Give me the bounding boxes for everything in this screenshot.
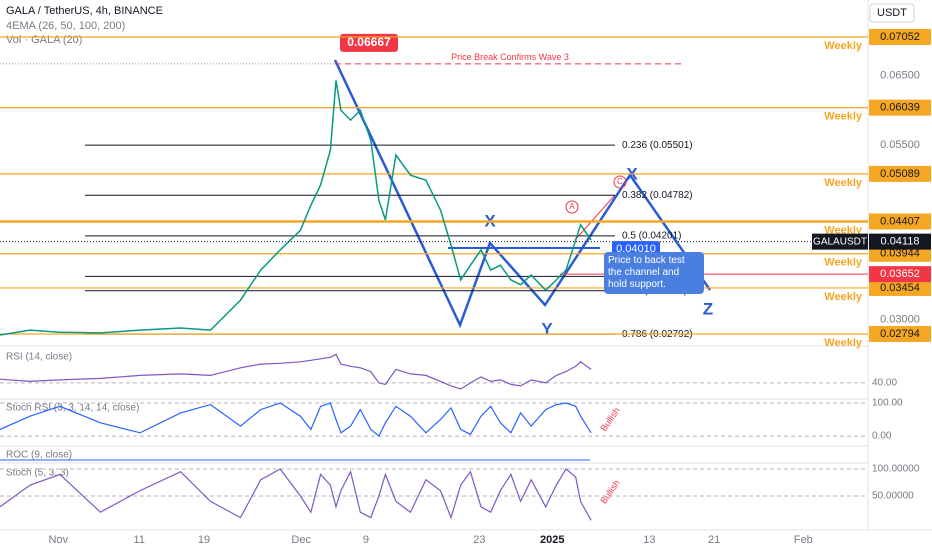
x-tick-label: Feb <box>794 534 813 546</box>
indicator-line <box>0 468 592 521</box>
x-tick-label: 11 <box>134 534 145 546</box>
x-tick-label: 9 <box>363 534 369 546</box>
fib-label: 0.236 (0.05501) <box>622 140 693 151</box>
pane-title: Stoch RSI (3, 3, 14, 14, close) <box>6 403 139 414</box>
y-tick-label: 100.00 <box>872 398 903 409</box>
indicator-line <box>0 402 592 438</box>
level-box <box>869 245 931 262</box>
y-tick-label: 40.00 <box>872 378 897 389</box>
symbol-box <box>812 233 868 250</box>
level-label: 0.06039 <box>880 102 920 114</box>
level-label: 0.05089 <box>880 168 920 180</box>
alert-label: 0.03652 <box>880 268 920 280</box>
level-label: 0.07052 <box>880 31 920 43</box>
y-tick-label: 0.05500 <box>880 139 920 151</box>
y-tick-label: 0.00 <box>872 431 892 442</box>
peak-note: Price Break Confirms Wave 3 <box>451 52 569 62</box>
y-tick-label: 0.06500 <box>880 69 920 81</box>
y-tick-label: 0.03000 <box>880 314 920 326</box>
level-box <box>869 213 931 230</box>
wave-lines <box>333 59 712 329</box>
alert-box <box>869 266 931 283</box>
wave-circle <box>565 200 579 214</box>
peak-box <box>340 33 398 52</box>
price-line <box>0 80 592 336</box>
x-tick-label: 23 <box>473 534 485 546</box>
x-tick-label: 21 <box>708 534 720 546</box>
last-price-box <box>869 233 931 250</box>
x-tick-label: Dec <box>291 534 311 546</box>
x-tick-label: 13 <box>643 534 655 546</box>
indicator-line <box>0 353 592 390</box>
peak-label: 0.06667 <box>347 35 391 49</box>
x-tick-label: 19 <box>198 534 210 546</box>
x-tick-label: 2025 <box>540 534 564 546</box>
currency: USDT <box>877 7 907 19</box>
level-box <box>869 325 931 342</box>
level-label: 0.03944 <box>880 248 920 260</box>
x-tick-label: Nov <box>49 534 69 546</box>
pane-title: RSI (14, close) <box>6 352 72 363</box>
level-label: 0.02794 <box>880 328 920 340</box>
level-tag: Weekly <box>824 40 863 52</box>
last-price-label: 0.04118 <box>881 236 920 248</box>
level-label: 0.04407 <box>880 215 920 227</box>
level-box <box>869 28 931 45</box>
indicator-legend: 4EMA (26, 50, 100, 200) <box>6 20 125 32</box>
y-tick-label: 100.00000 <box>872 464 920 475</box>
wave-label: Z <box>703 299 713 318</box>
fib-label: 0.5 (0.04201) <box>622 230 682 241</box>
wave-label: A <box>569 202 575 211</box>
level-label: 0.03454 <box>880 282 920 294</box>
level-tag: Weekly <box>824 111 863 123</box>
pane-title: ROC (9, close) <box>6 450 72 461</box>
projection-line <box>574 194 616 241</box>
level-tag: Weekly <box>824 224 863 236</box>
level-tag: Weekly <box>824 177 863 189</box>
pane-title: Stoch (5, 3, 3) <box>6 468 69 479</box>
level-box <box>869 279 931 296</box>
level-box <box>869 165 931 182</box>
wave-circle <box>613 175 627 189</box>
level-box <box>869 99 931 116</box>
currency-button[interactable] <box>869 3 915 23</box>
annotation-note: Price to back test the channel and hold … <box>604 252 704 294</box>
fib-label: 0.382 (0.04782) <box>622 190 693 201</box>
symbol-label: GALAUSDT <box>813 236 867 247</box>
level-tag: Weekly <box>824 337 863 349</box>
wave-label: Y <box>541 319 553 338</box>
indicator-legend: Vol · GALA (20) <box>6 34 82 46</box>
y-tick-label: 50.00000 <box>872 491 914 502</box>
level-tag: Weekly <box>824 257 863 269</box>
level-tag: Weekly <box>824 291 863 303</box>
symbol-title: GALA / TetherUS, 4h, BINANCE <box>6 5 163 17</box>
wave-label: C <box>617 177 623 186</box>
